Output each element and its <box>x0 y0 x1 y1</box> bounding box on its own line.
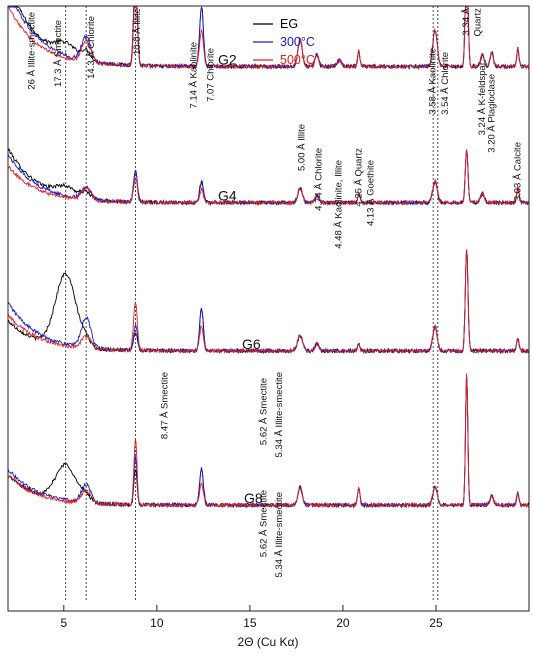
peak-label: 4.25 Å Quartz <box>353 148 364 207</box>
peak-label: 10.0 Å Illite <box>132 8 143 55</box>
x-tick-label: 15 <box>243 616 257 630</box>
peak-label: Quartz <box>472 8 483 37</box>
peak-label: 5.62 Å Smectite <box>258 490 269 557</box>
x-tick-label: 5 <box>60 616 67 630</box>
x-tick-label: 20 <box>336 616 350 630</box>
curve-g4-500c <box>7 149 530 207</box>
curve-g8-500c <box>7 373 530 509</box>
legend-label: 500°C <box>280 53 315 67</box>
x-axis: 5 10 15 20 25 <box>60 605 443 630</box>
peak-label: 7.07 Chlorite <box>205 48 216 102</box>
peak-labels: 26 Å Illite-smectite 17.3 Å Smectite 14.3 … <box>27 7 524 577</box>
peak-label: 4.13 Å Goethite <box>365 160 376 226</box>
peak-label: 4.48 Å Kaolinite, Illite <box>334 160 345 249</box>
sample-label: G4 <box>218 188 237 204</box>
x-tick-label: 10 <box>150 616 164 630</box>
curve-g6-500c <box>7 249 530 355</box>
peak-label: 5.34 Å Illite-smectite <box>274 372 285 458</box>
sample-labels: G2 G4 G6 G8 <box>218 52 263 507</box>
peak-label: 5.00 Å Illite <box>297 124 308 171</box>
peak-label: 8.47 Å Smectite <box>160 372 171 439</box>
peak-label: 26 Å Illite-smectite <box>27 12 38 90</box>
curve-g6-300c <box>7 249 530 355</box>
legend-label: EG <box>280 17 298 31</box>
sample-label: G2 <box>218 52 237 68</box>
peak-label: 3.03 Å Calcite <box>512 142 523 201</box>
sample-label: G6 <box>242 336 261 352</box>
legend: EG 300°C 500°C <box>253 17 315 67</box>
curve-g2-500c <box>8 6 530 70</box>
peak-label: 3.24 Å K-feldspar <box>477 62 488 135</box>
peak-label: 5.34 Å Illite-smectite <box>274 492 285 578</box>
peak-label: 7.14 Å Kaolinite <box>189 42 200 109</box>
x-tick-label: 25 <box>429 616 443 630</box>
sample-label: G8 <box>244 490 263 506</box>
peak-label: 3.20 Å Plagioclase <box>486 74 497 153</box>
peak-label: 4.74 Å Chlorite <box>313 148 324 211</box>
plot-frame <box>7 5 530 612</box>
peak-label: 5.62 Å Smectite <box>258 378 269 445</box>
peak-label: 3.54 Å Chlorite <box>440 52 451 115</box>
peak-label: 14.3 Å Chlorite <box>86 16 97 79</box>
peak-label: 17.3 Å Smectite <box>53 20 64 87</box>
peak-label: 3.34 Å <box>461 7 472 35</box>
curve-g4-eg <box>7 147 530 207</box>
reference-lines <box>65 6 439 601</box>
diffraction-curves <box>7 6 530 509</box>
peak-label: 3.58 Å Kaolinite <box>428 48 439 115</box>
x-axis-title: 2Θ (Cu Kα) <box>238 635 299 649</box>
legend-label: 300°C <box>280 35 315 49</box>
